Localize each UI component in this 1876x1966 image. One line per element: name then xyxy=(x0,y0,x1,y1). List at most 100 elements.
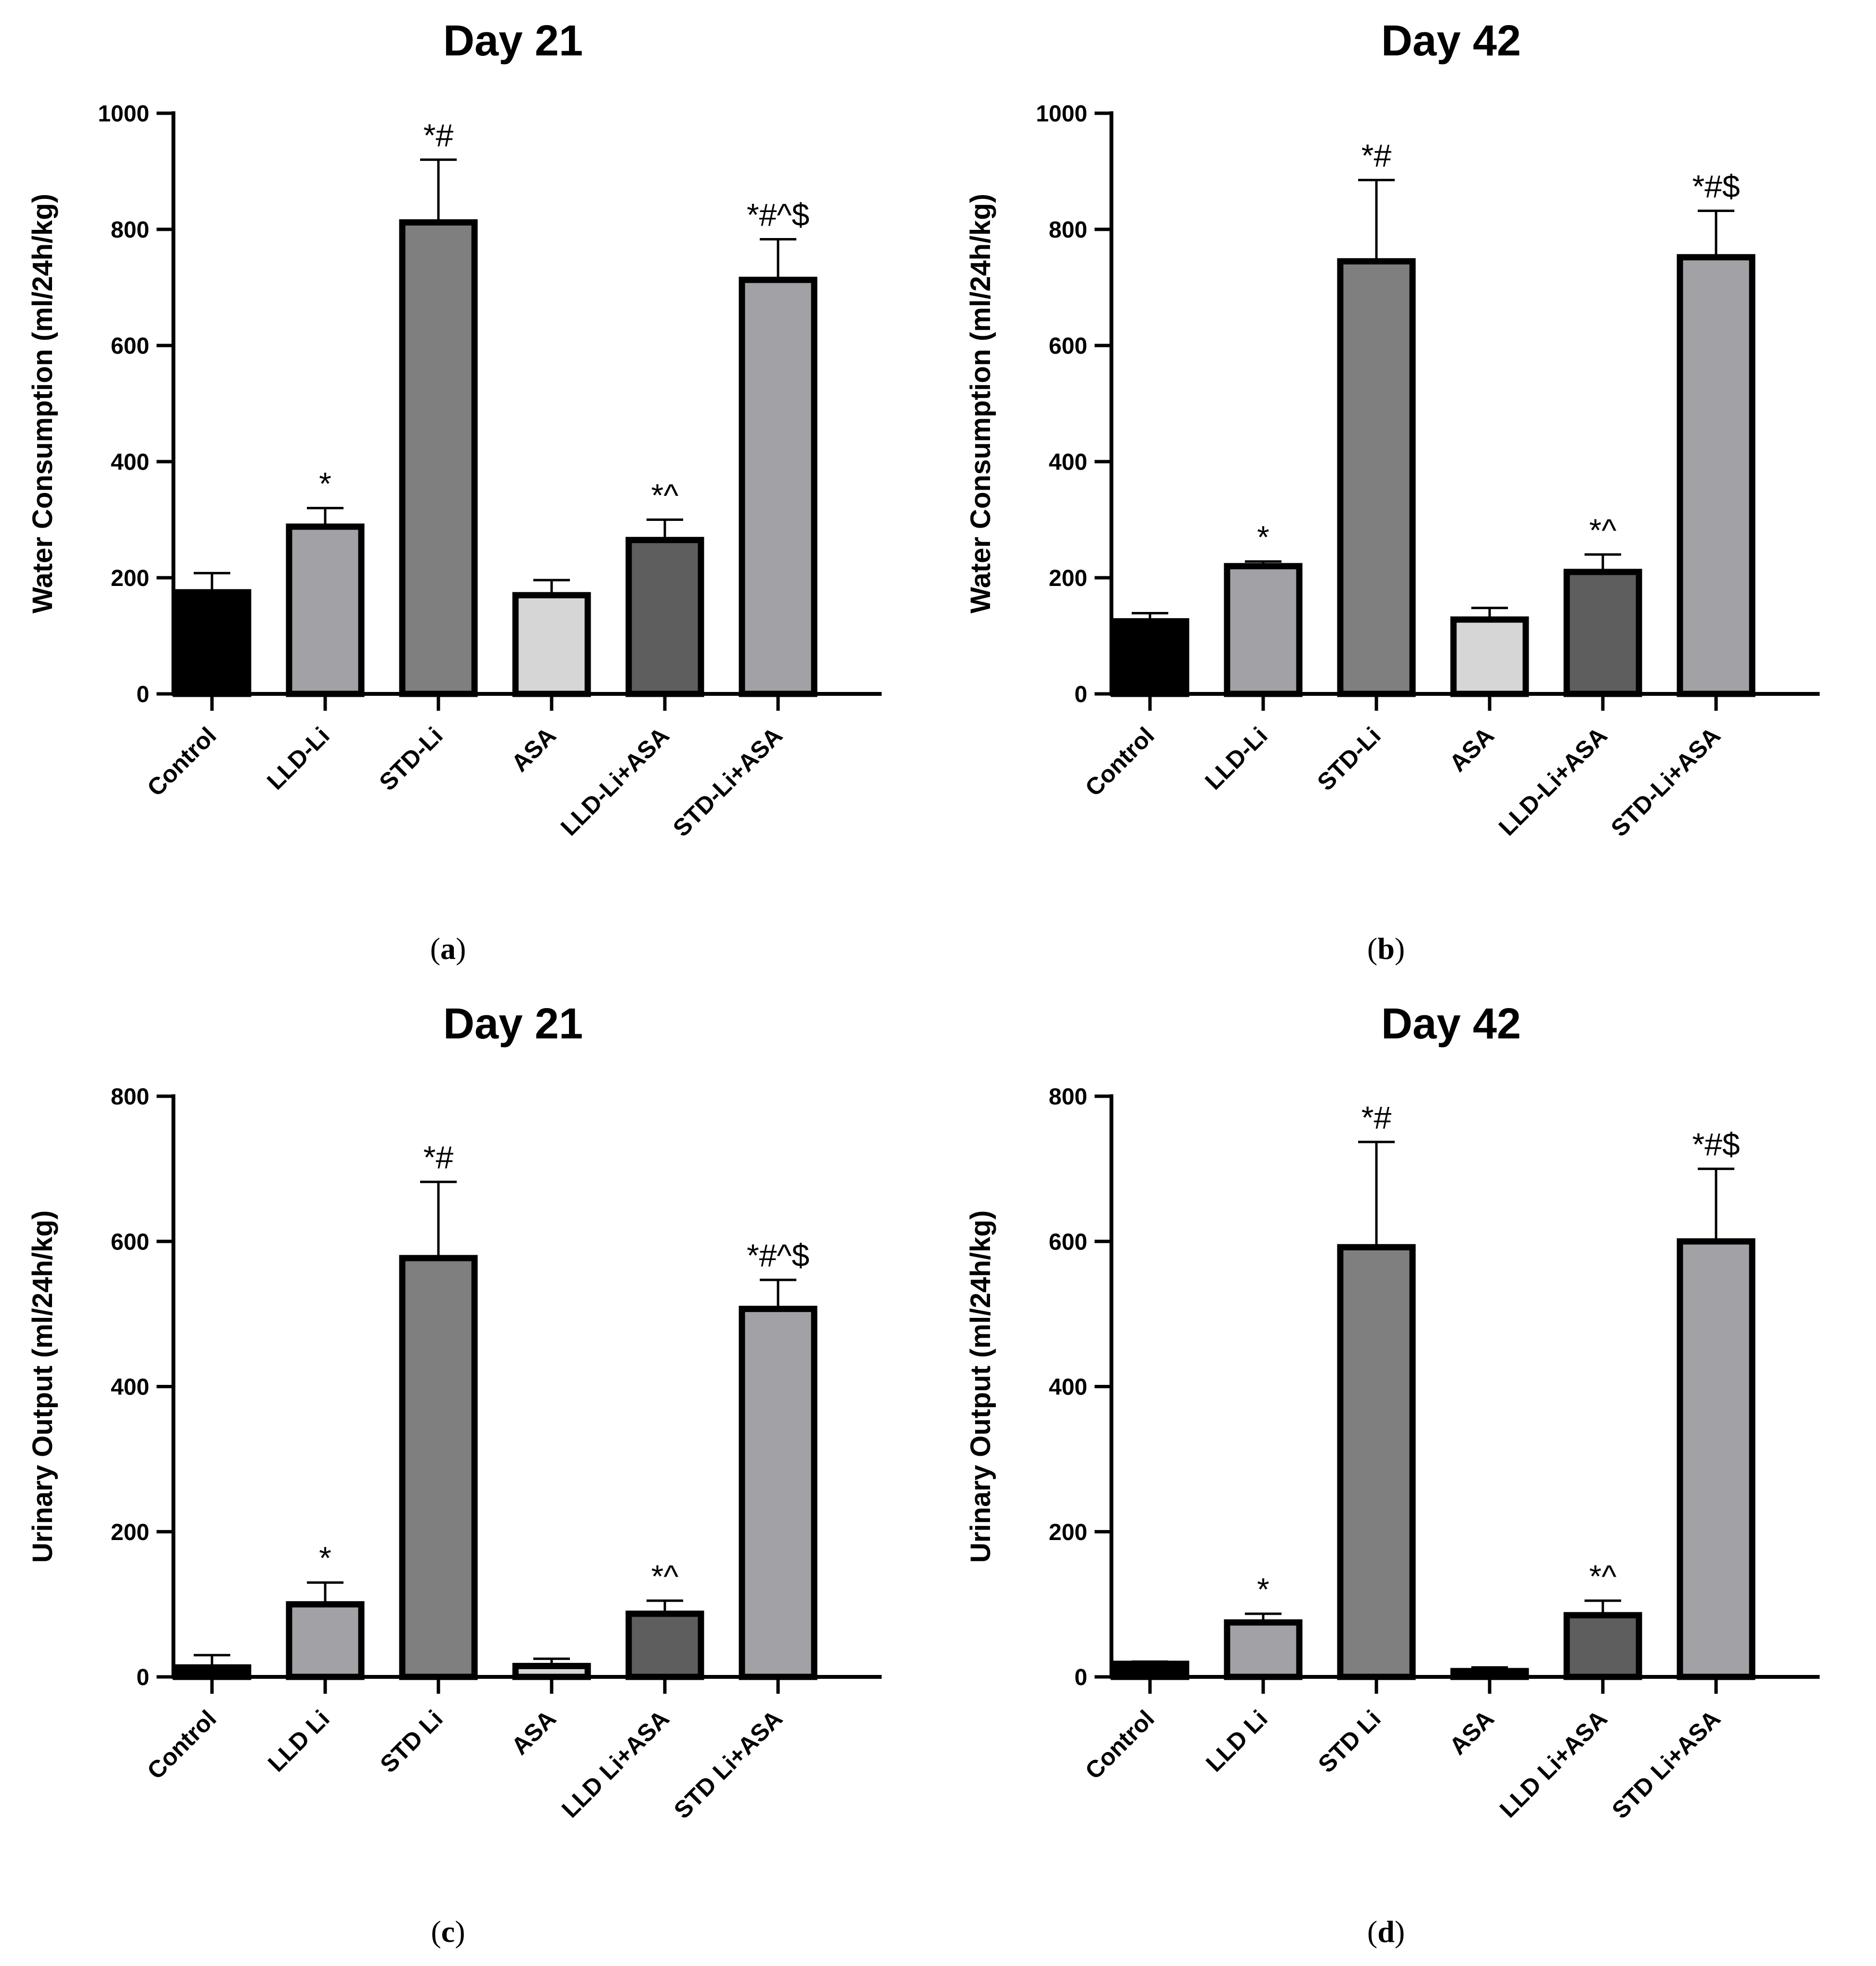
panel-label: (b) xyxy=(1367,931,1405,966)
chart-title: Day 21 xyxy=(443,17,583,65)
category-label: Control xyxy=(1080,1705,1160,1784)
significance-label: *# xyxy=(1361,1100,1392,1135)
significance-label: * xyxy=(1257,519,1269,555)
category-label: LLD-Li+ASA xyxy=(1493,722,1612,841)
y-tick-label: 800 xyxy=(111,217,149,243)
category-label: Control xyxy=(142,1705,222,1784)
bar xyxy=(625,1610,704,1680)
chart-a: Day 21 Water Consumption (ml/24h/kg) Contr… xyxy=(27,17,882,966)
y-axis-label: Urinary Output (ml/24h/kg) xyxy=(27,1210,58,1563)
bar xyxy=(512,592,591,697)
category-label: Control xyxy=(1080,722,1160,801)
significance-label: *^ xyxy=(651,1558,679,1594)
category-label: LLD Li xyxy=(1201,1705,1273,1777)
y-tick-label: 600 xyxy=(111,1229,149,1255)
category-label: STD Li xyxy=(1313,1705,1386,1778)
category-label: ASA xyxy=(1444,1705,1499,1760)
significance-label: * xyxy=(1257,1571,1269,1607)
y-tick-label: 600 xyxy=(111,333,149,359)
y-tick-label: 200 xyxy=(111,566,149,591)
y-tick-label: 400 xyxy=(111,450,149,475)
significance-label: *#$ xyxy=(1692,168,1740,204)
significance-label: *# xyxy=(423,117,454,153)
bar xyxy=(286,523,365,697)
category-label: STD-Li xyxy=(374,722,448,796)
bar xyxy=(1450,616,1529,697)
category-label: LLD-Li+ASA xyxy=(555,722,674,841)
y-axis-label: Water Consumption (ml/24h/kg) xyxy=(27,194,58,613)
category-label: LLD Li xyxy=(263,1705,335,1777)
bar xyxy=(286,1601,365,1680)
bar xyxy=(739,1305,818,1680)
category-label: STD Li+ASA xyxy=(669,1705,788,1824)
y-tick-label: 1000 xyxy=(98,101,149,127)
chart-title: Day 42 xyxy=(1381,17,1521,65)
chart-title: Day 42 xyxy=(1381,1000,1521,1048)
bar xyxy=(625,537,704,697)
significance-label: *# xyxy=(1361,138,1392,173)
bar xyxy=(739,277,818,697)
bar xyxy=(1677,254,1756,697)
y-tick-label: 800 xyxy=(111,1084,149,1110)
bar xyxy=(1224,1619,1303,1680)
y-tick-label: 600 xyxy=(1049,333,1087,359)
bar xyxy=(172,589,251,697)
significance-label: *#^$ xyxy=(747,1237,809,1273)
y-tick-label: 0 xyxy=(136,682,149,707)
significance-label: *#$ xyxy=(1692,1127,1740,1162)
y-tick-label: 0 xyxy=(1074,682,1087,707)
category-label: STD-Li+ASA xyxy=(668,722,788,842)
significance-label: *^ xyxy=(1589,512,1617,548)
category-label: ASA xyxy=(506,1705,561,1760)
y-tick-label: 800 xyxy=(1049,217,1087,243)
y-tick-label: 600 xyxy=(1049,1229,1087,1255)
panel-a: Day 21 Water Consumption (ml/24h/kg) Contr… xyxy=(0,0,938,983)
bar xyxy=(1337,1244,1416,1680)
category-label: LLD-Li xyxy=(262,722,335,795)
y-axis-label: Water Consumption (ml/24h/kg) xyxy=(965,194,996,613)
bar xyxy=(399,219,478,697)
bar xyxy=(1337,258,1416,697)
category-label: STD-Li xyxy=(1312,722,1386,796)
y-tick-label: 400 xyxy=(111,1375,149,1400)
category-label: LLD-Li xyxy=(1200,722,1273,795)
bar xyxy=(399,1255,478,1680)
panel-b: Day 42 Water Consumption (ml/24h/kg) Contr… xyxy=(938,0,1876,983)
y-tick-label: 200 xyxy=(1049,1520,1087,1545)
category-label: LLD Li+ASA xyxy=(1494,1705,1612,1823)
category-label: Control xyxy=(142,722,222,801)
bar xyxy=(1110,1660,1189,1680)
y-tick-label: 800 xyxy=(1049,1084,1087,1110)
y-axis-label: Urinary Output (ml/24h/kg) xyxy=(965,1210,996,1563)
significance-label: * xyxy=(319,465,331,501)
significance-label: * xyxy=(319,1540,331,1576)
y-tick-label: 200 xyxy=(111,1520,149,1545)
y-tick-label: 1000 xyxy=(1036,101,1087,127)
y-tick-label: 0 xyxy=(1074,1665,1087,1690)
panel-d: Day 42 Urinary Output (ml/24h/kg) Control *… xyxy=(938,983,1876,1966)
category-label: ASA xyxy=(1444,722,1499,777)
significance-label: *# xyxy=(423,1140,454,1175)
bar xyxy=(1677,1238,1756,1680)
chart-b: Day 42 Water Consumption (ml/24h/kg) Contr… xyxy=(965,17,1820,966)
category-label: STD Li+ASA xyxy=(1607,1705,1726,1824)
chart-d: Day 42 Urinary Output (ml/24h/kg) Control *… xyxy=(965,1000,1820,1949)
y-tick-label: 200 xyxy=(1049,566,1087,591)
panel-label: (a) xyxy=(430,931,466,966)
panel-c: Day 21 Urinary Output (ml/24h/kg) Control *… xyxy=(0,983,938,1966)
bar xyxy=(1563,1612,1642,1680)
bar xyxy=(1224,563,1303,697)
category-label: ASA xyxy=(506,722,561,777)
chart-title: Day 21 xyxy=(443,1000,583,1048)
significance-label: *^ xyxy=(651,478,679,513)
category-label: STD Li xyxy=(375,1705,448,1778)
bar xyxy=(1563,569,1642,697)
panel-label: (c) xyxy=(431,1914,465,1949)
chart-c: Day 21 Urinary Output (ml/24h/kg) Control *… xyxy=(27,1000,882,1949)
category-label: LLD Li+ASA xyxy=(556,1705,674,1823)
panel-label: (d) xyxy=(1367,1914,1405,1949)
significance-label: *#^$ xyxy=(747,197,809,232)
significance-label: *^ xyxy=(1589,1558,1617,1594)
category-label: STD-Li+ASA xyxy=(1606,722,1726,842)
bar xyxy=(1110,618,1189,697)
